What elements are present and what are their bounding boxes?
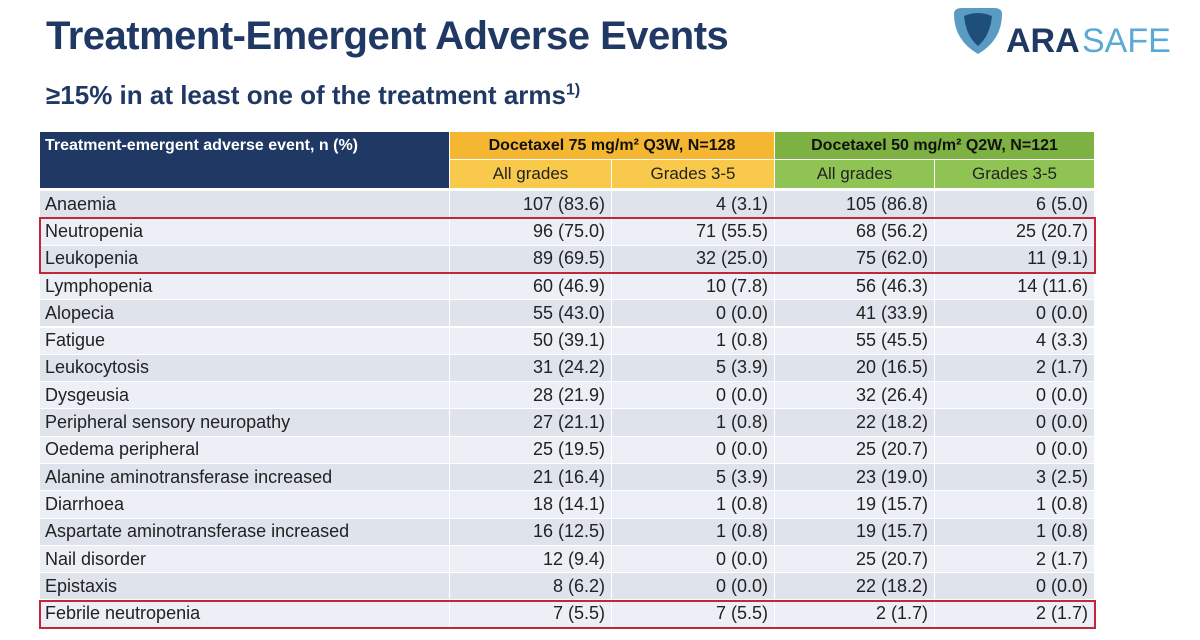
logo: ARA SAFE bbox=[954, 8, 1171, 60]
value-cell: 18 (14.1) bbox=[450, 491, 612, 519]
subheader: All grades bbox=[775, 160, 935, 189]
value-cell: 0 (0.0) bbox=[935, 300, 1095, 328]
value-cell: 23 (19.0) bbox=[775, 464, 935, 492]
row-label: Alanine aminotransferase increased bbox=[40, 464, 450, 492]
row-label: Febrile neutropenia bbox=[40, 600, 450, 628]
subheader: Grades 3-5 bbox=[612, 160, 775, 189]
value-cell: 31 (24.2) bbox=[450, 354, 612, 383]
value-cell: 4 (3.1) bbox=[612, 191, 775, 219]
value-cell: 75 (62.0) bbox=[775, 245, 935, 273]
value-cell: 28 (21.9) bbox=[450, 382, 612, 410]
value-cell: 22 (18.2) bbox=[775, 573, 935, 601]
row-label: Nail disorder bbox=[40, 545, 450, 574]
value-cell: 105 (86.8) bbox=[775, 191, 935, 219]
row-label: Peripheral sensory neuropathy bbox=[40, 409, 450, 437]
value-cell: 32 (26.4) bbox=[775, 382, 935, 410]
value-cell: 25 (20.7) bbox=[935, 218, 1095, 246]
value-cell: 19 (15.7) bbox=[775, 518, 935, 546]
value-cell: 2 (1.7) bbox=[935, 354, 1095, 383]
value-cell: 0 (0.0) bbox=[612, 573, 775, 601]
row-label: Anaemia bbox=[40, 191, 450, 219]
value-cell: 96 (75.0) bbox=[450, 218, 612, 246]
logo-text-2: SAFE bbox=[1082, 22, 1171, 60]
value-cell: 14 (11.6) bbox=[935, 272, 1095, 301]
value-cell: 2 (1.7) bbox=[775, 600, 935, 628]
value-cell: 22 (18.2) bbox=[775, 409, 935, 437]
value-cell: 21 (16.4) bbox=[450, 464, 612, 492]
row-label: Dysgeusia bbox=[40, 382, 450, 410]
row-label: Leukopenia bbox=[40, 245, 450, 273]
row-label: Alopecia bbox=[40, 300, 450, 328]
value-cell: 107 (83.6) bbox=[450, 191, 612, 219]
value-cell: 7 (5.5) bbox=[612, 600, 775, 628]
value-cell: 20 (16.5) bbox=[775, 354, 935, 383]
value-cell: 56 (46.3) bbox=[775, 272, 935, 301]
value-cell: 55 (45.5) bbox=[775, 327, 935, 355]
value-cell: 0 (0.0) bbox=[612, 545, 775, 574]
value-cell: 1 (0.8) bbox=[935, 491, 1095, 519]
value-cell: 4 (3.3) bbox=[935, 327, 1095, 355]
value-cell: 89 (69.5) bbox=[450, 245, 612, 273]
value-cell: 32 (25.0) bbox=[612, 245, 775, 273]
value-cell: 25 (19.5) bbox=[450, 436, 612, 464]
value-cell: 19 (15.7) bbox=[775, 491, 935, 519]
value-cell: 60 (46.9) bbox=[450, 272, 612, 301]
value-cell: 5 (3.9) bbox=[612, 354, 775, 383]
value-cell: 7 (5.5) bbox=[450, 600, 612, 628]
value-cell: 55 (43.0) bbox=[450, 300, 612, 328]
group-header: Docetaxel 50 mg/m² Q2W, N=121 bbox=[775, 132, 1095, 160]
value-cell: 12 (9.4) bbox=[450, 545, 612, 574]
value-cell: 50 (39.1) bbox=[450, 327, 612, 355]
row-label: Neutropenia bbox=[40, 218, 450, 246]
value-cell: 71 (55.5) bbox=[612, 218, 775, 246]
value-cell: 0 (0.0) bbox=[612, 436, 775, 464]
value-cell: 10 (7.8) bbox=[612, 272, 775, 301]
logo-text-1: ARA bbox=[1006, 22, 1080, 60]
row-label: Epistaxis bbox=[40, 573, 450, 601]
value-cell: 16 (12.5) bbox=[450, 518, 612, 546]
row-label: Leukocytosis bbox=[40, 354, 450, 383]
value-cell: 1 (0.8) bbox=[935, 518, 1095, 546]
subheader: Grades 3-5 bbox=[935, 160, 1095, 189]
value-cell: 27 (21.1) bbox=[450, 409, 612, 437]
footnote-ref: 1) bbox=[565, 81, 581, 99]
value-cell: 3 (2.5) bbox=[935, 464, 1095, 492]
subheader: All grades bbox=[450, 160, 612, 189]
value-cell: 1 (0.8) bbox=[612, 327, 775, 355]
value-cell: 0 (0.0) bbox=[612, 300, 775, 328]
row-label: Lymphopenia bbox=[40, 272, 450, 301]
value-cell: 0 (0.0) bbox=[935, 436, 1095, 464]
value-cell: 25 (20.7) bbox=[775, 436, 935, 464]
value-cell: 41 (33.9) bbox=[775, 300, 935, 328]
value-cell: 1 (0.8) bbox=[612, 409, 775, 437]
subtitle-text: ≥15% in at least one of the treatment ar… bbox=[46, 80, 566, 110]
corner-header: Treatment-emergent adverse event, n (%) bbox=[40, 132, 450, 189]
value-cell: 0 (0.0) bbox=[612, 382, 775, 410]
row-label: Aspartate aminotransferase increased bbox=[40, 518, 450, 546]
value-cell: 2 (1.7) bbox=[935, 545, 1095, 574]
value-cell: 68 (56.2) bbox=[775, 218, 935, 246]
value-cell: 2 (1.7) bbox=[935, 600, 1095, 628]
row-label: Fatigue bbox=[40, 327, 450, 355]
group-header: Docetaxel 75 mg/m² Q3W, N=128 bbox=[450, 132, 775, 160]
subtitle: ≥15% in at least one of the treatment ar… bbox=[46, 80, 580, 111]
row-label: Diarrhoea bbox=[40, 491, 450, 519]
value-cell: 8 (6.2) bbox=[450, 573, 612, 601]
value-cell: 1 (0.8) bbox=[612, 491, 775, 519]
value-cell: 0 (0.0) bbox=[935, 573, 1095, 601]
logo-inner bbox=[964, 13, 992, 46]
value-cell: 0 (0.0) bbox=[935, 409, 1095, 437]
row-label: Oedema peripheral bbox=[40, 436, 450, 464]
value-cell: 1 (0.8) bbox=[612, 518, 775, 546]
value-cell: 0 (0.0) bbox=[935, 382, 1095, 410]
value-cell: 6 (5.0) bbox=[935, 191, 1095, 219]
value-cell: 11 (9.1) bbox=[935, 245, 1095, 273]
value-cell: 25 (20.7) bbox=[775, 545, 935, 574]
value-cell: 5 (3.9) bbox=[612, 464, 775, 492]
title: Treatment-Emergent Adverse Events bbox=[46, 14, 729, 58]
